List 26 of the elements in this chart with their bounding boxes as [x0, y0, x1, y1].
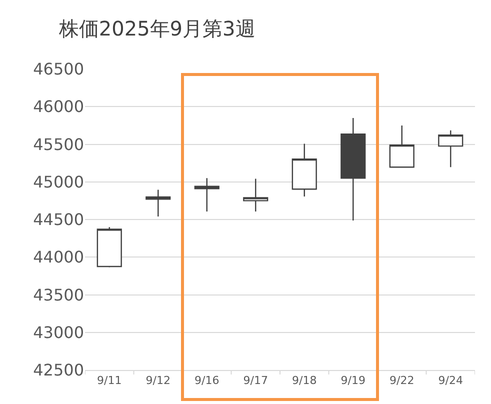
y-tick-label: 45000: [33, 172, 84, 192]
x-tick-label: 9/24: [438, 374, 463, 388]
candlestick: [146, 189, 171, 218]
candlestick: [96, 226, 122, 268]
y-tick-label: 44000: [33, 248, 84, 267]
candlestick: [389, 124, 414, 168]
candlestick: [243, 178, 268, 212]
y-tick-label: 46000: [33, 97, 84, 116]
y-tick-label: 43000: [33, 322, 84, 342]
y-tick-label: 42500: [33, 360, 84, 380]
x-tick-label: 9/11: [97, 374, 122, 388]
candlestick: [194, 178, 220, 212]
x-tick-label: 9/18: [292, 374, 317, 388]
x-tick-label: 9/19: [340, 374, 366, 388]
y-tick-label: 45500: [33, 134, 84, 154]
x-tick-label: 9/17: [243, 374, 268, 388]
x-tick-label: 9/16: [194, 374, 220, 388]
chart-title: 株価2025年9月第3週: [58, 16, 256, 40]
x-tick-label: 9/22: [390, 374, 414, 388]
y-tick-label: 43500: [33, 285, 84, 304]
candlestick: [292, 143, 317, 198]
y-tick-label: 44500: [33, 210, 84, 230]
x-tick-label: 9/12: [146, 374, 170, 388]
candlestick: [340, 117, 366, 222]
y-tick-label: 46500: [33, 60, 84, 79]
candlestick: [438, 130, 464, 168]
